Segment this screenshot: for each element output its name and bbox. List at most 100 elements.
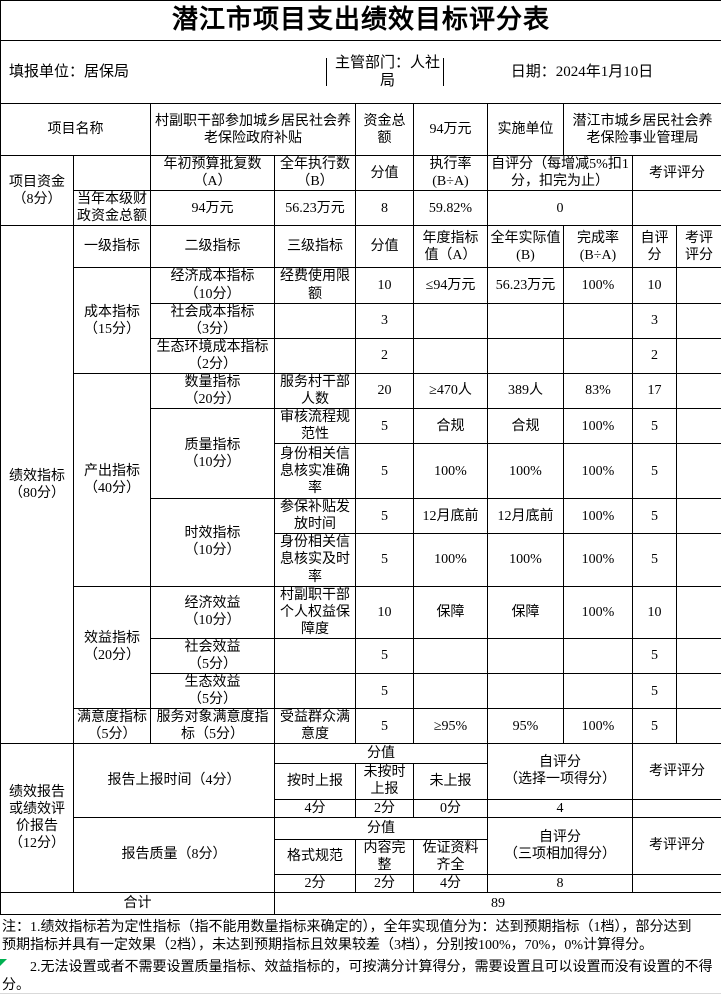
actual-cell [488, 674, 564, 709]
report-quality-opt3: 佐证资料 齐全 [414, 839, 488, 874]
score-cell: 20 [356, 373, 414, 408]
score-cell: 10 [356, 586, 414, 638]
review-cell [677, 586, 721, 638]
rate-cell: 100% [564, 444, 633, 499]
notes-area: 注：1.绩效指标若为定性指标（指不能用数量指标来确定的），全年实现值分为：达到预… [0, 915, 721, 994]
note-2: 2.无法设置或者不需要设置质量指标、效益指标的，可按满分计算得分，需要设置且可以… [2, 959, 719, 996]
report-quality-review-hdr: 考评评分 [633, 817, 721, 874]
fund-header-row: 项目资金 （8分） 年初预算批复数 （A） 全年执行数 （B） 分值 执行率 (… [1, 156, 721, 191]
impl-unit-label: 实施单位 [488, 104, 564, 156]
review-cell [677, 534, 721, 586]
actual-cell [488, 303, 564, 338]
self-cell: 5 [633, 444, 677, 499]
actual-cell: 389人 [488, 373, 564, 408]
score-cell: 5 [356, 534, 414, 586]
report-time-opt1: 按时上报 [275, 764, 356, 799]
l2-cell: 经济效益 （10分） [151, 586, 275, 638]
report-quality-score-hdr: 分值 [275, 817, 488, 839]
target-cell [414, 338, 488, 373]
self-cell: 5 [633, 638, 677, 673]
target-cell [414, 303, 488, 338]
review-cell [677, 709, 721, 744]
perf-section-label: 绩效指标 （80分） [1, 226, 74, 744]
actual-cell: 12月底前 [488, 499, 564, 534]
l1-output: 产出指标 （40分） [74, 373, 151, 586]
report-time-header-row: 绩效报告 或绩效评 价报告 （12分） 报告上报时间（4分） 分值 自评分 （选… [1, 744, 721, 764]
target-cell: 保障 [414, 586, 488, 638]
actual-cell: 100% [488, 444, 564, 499]
note-1: 注：1.绩效指标若为定性指标（指不能用数量指标来确定的），全年实现值分为：达到预… [2, 919, 719, 956]
rate-cell [564, 303, 633, 338]
review-cell [677, 338, 721, 373]
rate-cell: 100% [564, 586, 633, 638]
score-cell: 5 [356, 409, 414, 444]
actual-cell: 95% [488, 709, 564, 744]
target-cell [414, 638, 488, 673]
target-cell: ≥470人 [414, 373, 488, 408]
rate-cell: 100% [564, 534, 633, 586]
perf-row-benefit-economic: 效益指标 （20分） 经济效益 （10分） 村副职干部 个人权益保 障度 10 … [1, 586, 721, 638]
l3-cell: 服务村干部 人数 [275, 373, 356, 408]
self-cell: 10 [633, 268, 677, 303]
l2-time: 时效指标 （10分） [151, 499, 275, 586]
l1-satisfaction: 满意度指标 （5分） [74, 709, 151, 744]
fund-self-value: 0 [488, 191, 633, 226]
fund-total-label: 资金总额 [356, 104, 414, 156]
impl-unit-value: 潜江市城乡居民社会养 老保险事业管理局 [564, 104, 721, 156]
info-flex: 填报单位：居保局 主管部门：人社局 日期：2024年1月10日 [1, 58, 721, 86]
perf-hdr-rate: 完成率 (B÷A) [564, 226, 633, 268]
report-quality-val3: 4分 [414, 874, 488, 892]
info-cell: 填报单位：居保局 主管部门：人社局 日期：2024年1月10日 [1, 41, 721, 104]
report-time-opt3: 未上报 [414, 764, 488, 799]
actual-cell: 保障 [488, 586, 564, 638]
report-time-self-value: 4 [488, 799, 633, 817]
review-cell [677, 674, 721, 709]
l3-cell: 身份相关信 息核实准确 率 [275, 444, 356, 499]
l1-benefit: 效益指标 （20分） [74, 586, 151, 709]
fill-unit-label: 填报单位：居保局 [1, 58, 326, 86]
empty-cell [633, 191, 721, 226]
score-cell: 5 [356, 709, 414, 744]
l2-cell: 数量指标 （20分） [151, 373, 275, 408]
score-cell: 5 [356, 444, 414, 499]
fund-hdr-rate: 执行率 (B÷A) [414, 156, 488, 191]
l3-cell: 村副职干部 个人权益保 障度 [275, 586, 356, 638]
perf-hdr-l1: 一级指标 [74, 226, 151, 268]
report-quality-self-hdr: 自评分 （三项相加得分） [488, 817, 633, 874]
report-section-label: 绩效报告 或绩效评 价报告 （12分） [1, 744, 74, 892]
review-cell [677, 373, 721, 408]
fund-hdr-review: 考评评分 [633, 156, 721, 191]
rate-cell [564, 638, 633, 673]
l3-cell: 审核流程规 范性 [275, 409, 356, 444]
report-time-val1: 4分 [275, 799, 356, 817]
fund-value-row: 当年本级财 政资金总额 94万元 56.23万元 8 59.82% 0 [1, 191, 721, 226]
l2-cell: 生态效益 （5分） [151, 674, 275, 709]
target-cell: ≥95% [414, 709, 488, 744]
self-cell: 5 [633, 709, 677, 744]
target-cell: ≤94万元 [414, 268, 488, 303]
actual-cell [488, 338, 564, 373]
rate-cell: 100% [564, 499, 633, 534]
l2-quality: 质量指标 （10分） [151, 409, 275, 499]
report-time-self-hdr: 自评分 （选择一项得分） [488, 744, 633, 799]
review-cell [677, 409, 721, 444]
total-row: 合计 89 [1, 892, 721, 914]
score-cell: 10 [356, 268, 414, 303]
perf-hdr-l2: 二级指标 [151, 226, 275, 268]
empty-cell [633, 799, 721, 817]
fund-hdr-exec: 全年执行数 （B） [275, 156, 356, 191]
self-cell: 5 [633, 534, 677, 586]
scoring-table: 潜江市项目支出绩效目标评分表 填报单位：居保局 主管部门：人社局 日期：2024… [0, 0, 721, 915]
project-row: 项目名称 村副职干部参加城乡居民社会养 老保险政府补贴 资金总额 94万元 实施… [1, 104, 721, 156]
l2-cell: 社会成本指标 （3分） [151, 303, 275, 338]
score-cell: 5 [356, 499, 414, 534]
fund-score-value: 8 [356, 191, 414, 226]
rate-cell [564, 338, 633, 373]
target-cell [414, 674, 488, 709]
perf-hdr-target: 年度指标 值（A） [414, 226, 488, 268]
l3-cell: 参保补贴发 放时间 [275, 499, 356, 534]
perf-row-satisfaction: 满意度指标 （5分） 服务对象满意度指 标（5分） 受益群众满 意度 5 ≥95… [1, 709, 721, 744]
report-time-label: 报告上报时间（4分） [74, 744, 275, 817]
l1-cost: 成本指标 （15分） [74, 268, 151, 373]
